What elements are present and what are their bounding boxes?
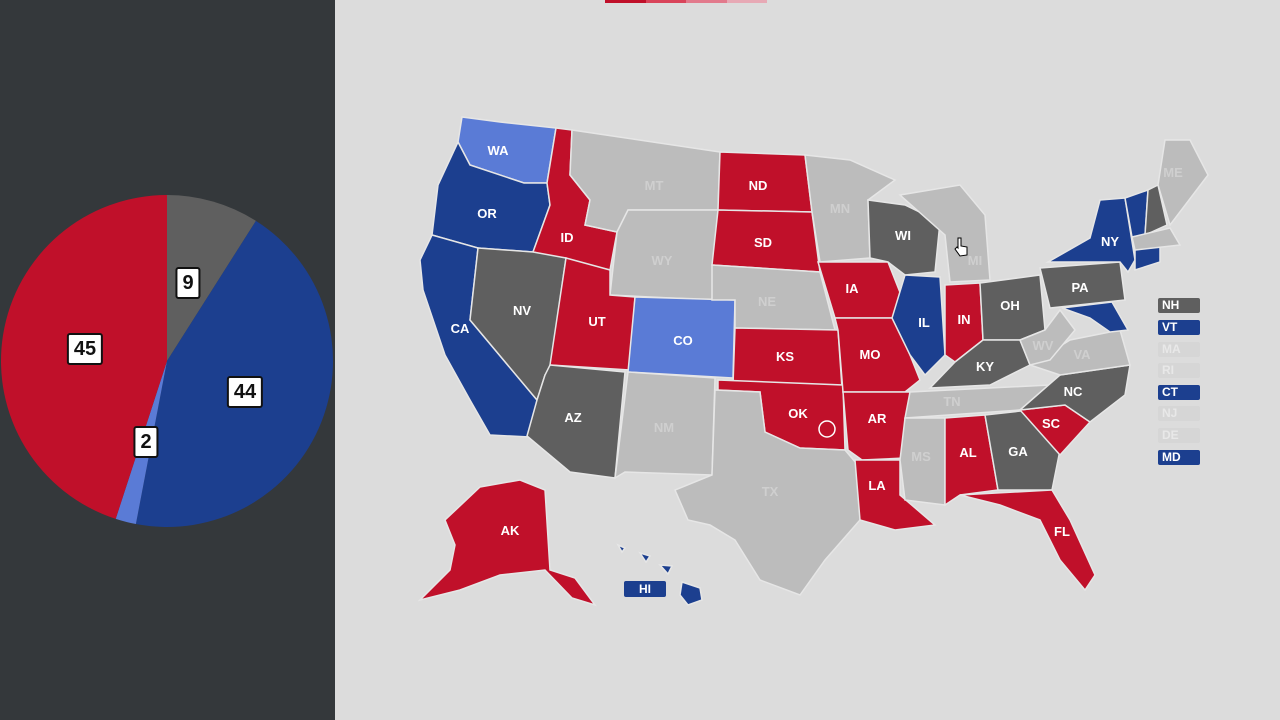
state-label: UT bbox=[588, 314, 605, 329]
state-label: SC bbox=[1042, 416, 1061, 431]
pie-label-safe-r: 45 bbox=[66, 333, 104, 365]
state-label: LA bbox=[868, 478, 886, 493]
state-nc[interactable]: NC bbox=[1017, 364, 1131, 423]
state-mi[interactable]: MI bbox=[898, 184, 991, 283]
capital-marker bbox=[818, 420, 836, 438]
legend-swatch bbox=[686, 0, 727, 3]
state-ia[interactable]: IA bbox=[816, 261, 906, 319]
state-label: NM bbox=[654, 420, 674, 435]
legend-swatch bbox=[645, 0, 686, 3]
state-al[interactable]: AL bbox=[944, 414, 999, 507]
state-ne[interactable]: NE bbox=[711, 264, 836, 331]
pie-slice-safe_d bbox=[135, 220, 333, 528]
state-label: PA bbox=[1071, 280, 1089, 295]
state-label: VA bbox=[1073, 347, 1091, 362]
state-label: MO bbox=[860, 347, 881, 362]
state-nd[interactable]: ND bbox=[717, 151, 813, 213]
state-label: NV bbox=[513, 303, 531, 318]
legend-swatch bbox=[605, 0, 646, 3]
pie-label-likely-d: 2 bbox=[133, 426, 159, 458]
tag-vt[interactable]: VT bbox=[1158, 320, 1200, 335]
state-me[interactable]: ME bbox=[1157, 139, 1209, 227]
tag-nj[interactable]: NJ bbox=[1158, 406, 1200, 421]
state-label: IN bbox=[958, 312, 971, 327]
state-oh[interactable]: OH bbox=[979, 274, 1046, 341]
state-label: ID bbox=[561, 230, 574, 245]
pie-label-safe-d: 44 bbox=[226, 376, 264, 408]
state-label: IL bbox=[918, 315, 930, 330]
state-label: GA bbox=[1008, 444, 1028, 459]
state-tx[interactable]: TX bbox=[674, 389, 863, 596]
state-label: AL bbox=[959, 445, 976, 460]
state-label: OK bbox=[788, 406, 808, 421]
state-label: KY bbox=[976, 359, 994, 374]
tag-de[interactable]: DE bbox=[1158, 428, 1200, 443]
tag-ri[interactable]: RI bbox=[1158, 363, 1200, 378]
pie-label-tossup: 9 bbox=[175, 267, 201, 299]
state-label: IA bbox=[846, 281, 860, 296]
state-label: KS bbox=[776, 349, 794, 364]
state-ms[interactable]: MS bbox=[899, 417, 946, 506]
state-nm[interactable]: NM bbox=[614, 371, 716, 480]
state-label: OH bbox=[1000, 298, 1020, 313]
state-label: TX bbox=[762, 484, 779, 499]
state-label: WV bbox=[1033, 338, 1054, 353]
state-label: FL bbox=[1054, 524, 1070, 539]
state-co[interactable]: CO bbox=[627, 296, 736, 379]
cursor-icon bbox=[954, 237, 968, 257]
tag-hi[interactable]: HI bbox=[624, 581, 666, 597]
state-label: MS bbox=[911, 449, 931, 464]
tag-ct[interactable]: CT bbox=[1158, 385, 1200, 400]
state-label: MT bbox=[645, 178, 664, 193]
state-label: WY bbox=[652, 253, 673, 268]
state-wv[interactable]: WV bbox=[1019, 308, 1076, 366]
state-label: WI bbox=[895, 228, 911, 243]
state-ar[interactable]: AR bbox=[842, 391, 911, 461]
state-label: ME bbox=[1163, 165, 1183, 180]
state-label: CO bbox=[673, 333, 693, 348]
state-nh[interactable] bbox=[1144, 183, 1168, 237]
state-hi[interactable] bbox=[616, 543, 703, 606]
sidebar-panel: 9 44 2 45 bbox=[0, 0, 335, 720]
tag-md[interactable]: MD bbox=[1158, 450, 1200, 465]
state-ma[interactable] bbox=[1131, 227, 1182, 251]
state-fl[interactable]: FL bbox=[959, 489, 1096, 592]
state-label: AZ bbox=[564, 410, 581, 425]
state-label: AR bbox=[868, 411, 887, 426]
state-wy[interactable]: WY bbox=[609, 209, 719, 301]
state-label: MI bbox=[968, 253, 982, 268]
state-label: AK bbox=[501, 523, 520, 538]
state-ny[interactable]: NY bbox=[1045, 197, 1136, 274]
state-label: WA bbox=[488, 143, 510, 158]
state-md[interactable] bbox=[1061, 301, 1130, 333]
legend-swatch bbox=[726, 0, 767, 3]
pie-slice-tossup bbox=[167, 195, 256, 361]
state-label: NY bbox=[1101, 234, 1119, 249]
state-wi[interactable]: WI bbox=[867, 199, 941, 276]
state-label: OR bbox=[477, 206, 497, 221]
state-pa[interactable]: PA bbox=[1039, 261, 1126, 309]
tag-ma[interactable]: MA bbox=[1158, 342, 1200, 357]
rating-legend-bar bbox=[605, 0, 767, 3]
state-label: ND bbox=[749, 178, 768, 193]
state-label: NE bbox=[758, 294, 776, 309]
state-ks[interactable]: KS bbox=[732, 327, 843, 389]
state-ak[interactable]: AK bbox=[417, 479, 597, 607]
state-label: TN bbox=[943, 394, 960, 409]
state-sd[interactable]: SD bbox=[711, 209, 821, 273]
state-label: NC bbox=[1064, 384, 1083, 399]
state-label: MN bbox=[830, 201, 850, 216]
state-az[interactable]: AZ bbox=[526, 364, 626, 479]
state-il[interactable]: IL bbox=[891, 274, 946, 377]
tag-nh[interactable]: NH bbox=[1158, 298, 1200, 313]
state-label: SD bbox=[754, 235, 772, 250]
state-label: CA bbox=[451, 321, 470, 336]
